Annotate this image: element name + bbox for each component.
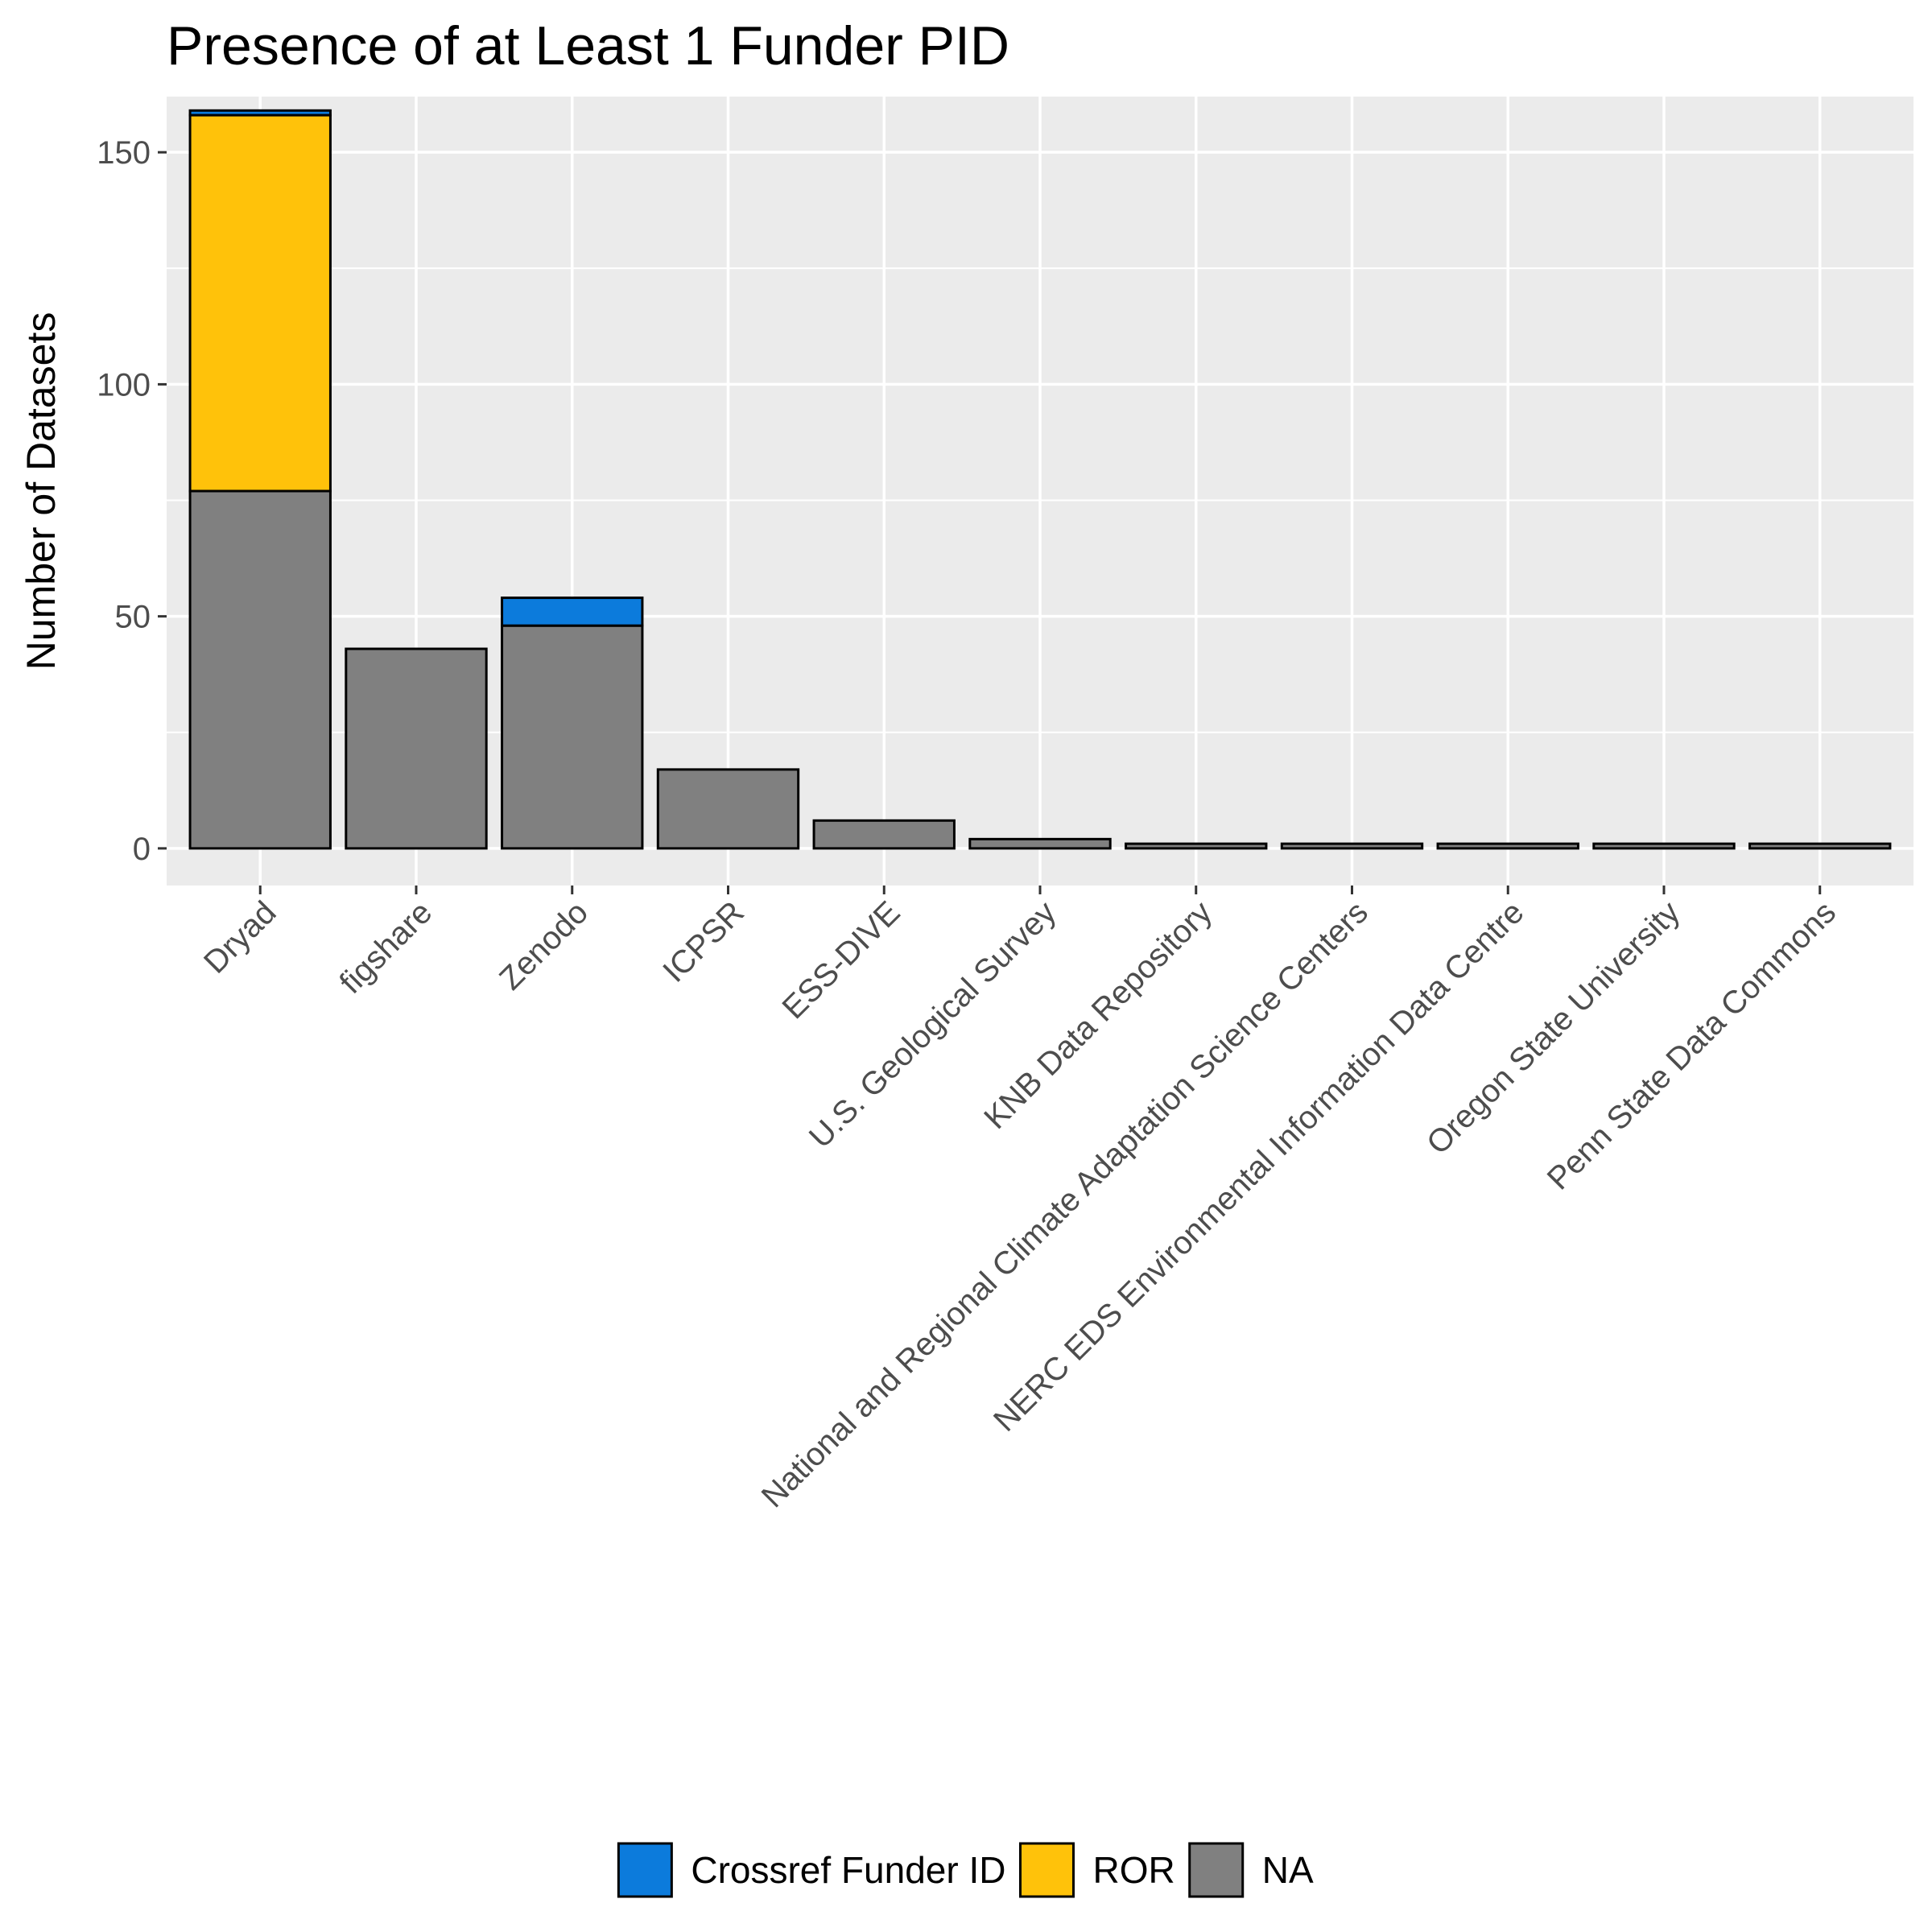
x-tick-label: Dryad: [197, 894, 283, 980]
x-tick-label: Oregon State University: [1420, 894, 1686, 1161]
chart-title: Presence of at Least 1 Funder PID: [167, 15, 1009, 76]
y-axis-title: Number of Datasets: [19, 312, 64, 671]
x-tick-label: Zenodo: [493, 894, 595, 997]
x-tick-label: ESS-DIVE: [775, 894, 906, 1026]
legend-label: ROR: [1092, 1849, 1174, 1891]
legend-key: [1188, 1842, 1245, 1898]
bar-segment: [968, 837, 1112, 850]
bar-segment: [1125, 842, 1268, 850]
y-tick-label: 50: [115, 600, 151, 635]
x-tick-label: NERC EDS Environmental Information Data …: [987, 894, 1531, 1439]
bar-segment: [1592, 842, 1736, 850]
y-tick-label: 100: [97, 367, 151, 402]
y-axis: 0 50 100 150: [97, 135, 167, 867]
bar-segment: [812, 819, 956, 850]
bar-segment: [501, 624, 644, 850]
legend-key: [1018, 1842, 1075, 1898]
x-tick-label: ICPSR: [656, 894, 751, 989]
legend: Crossref Funder ID ROR NA: [617, 1842, 1314, 1898]
y-tick-label: 150: [97, 135, 151, 171]
x-tick-label: figshare: [333, 894, 440, 1001]
bar-segment: [501, 597, 644, 627]
bar-segment: [188, 114, 332, 493]
y-tick-label: 0: [133, 832, 151, 867]
x-tick-label: Penn State Data Commons: [1541, 894, 1843, 1196]
legend-label: NA: [1262, 1849, 1314, 1891]
bar-segment: [1280, 842, 1424, 850]
bar-segment: [1748, 842, 1892, 850]
bar-segment: [345, 647, 488, 850]
legend-label: Crossref Funder ID: [691, 1849, 1005, 1891]
bar-segment: [1436, 842, 1579, 850]
legend-key: [617, 1842, 673, 1898]
bar-segment: [188, 489, 332, 850]
bar-segment: [188, 109, 332, 117]
bar-segment: [656, 768, 800, 850]
x-tick-label: U.S. Geological Survey: [803, 894, 1063, 1155]
bars: [188, 109, 1892, 850]
x-tick-label: National and Regional Climate Adaptation…: [755, 894, 1375, 1514]
